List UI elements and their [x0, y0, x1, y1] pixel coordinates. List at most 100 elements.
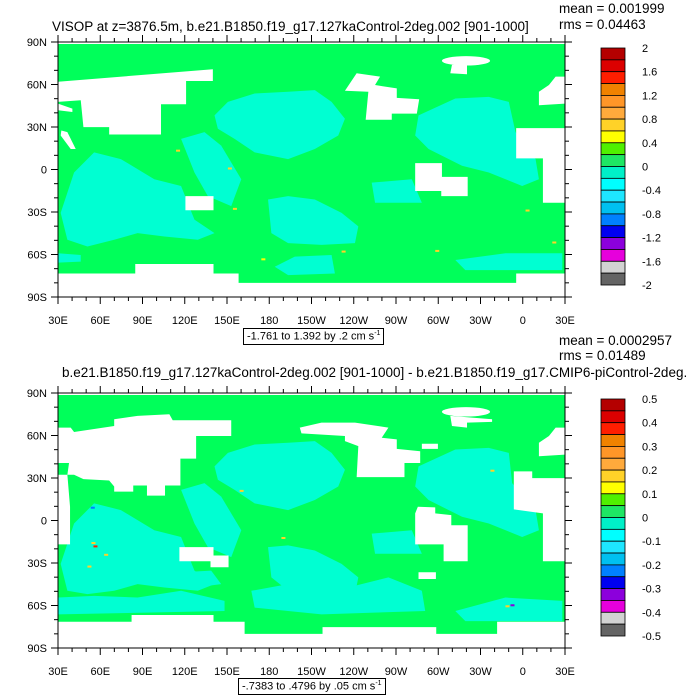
lon-label: 30E	[555, 666, 575, 678]
colorbar-box	[600, 47, 626, 61]
colorbar-label: 0	[642, 162, 648, 174]
colorbar-box	[600, 623, 626, 637]
colorbar-box	[600, 260, 626, 274]
negative-anomaly-region	[415, 96, 539, 186]
lon-label: 30W	[469, 315, 492, 327]
colorbar-label: 0.5	[642, 394, 657, 406]
colorbar-box	[600, 434, 626, 447]
colorbar-box	[600, 469, 626, 483]
lon-label: 60E	[90, 666, 110, 678]
land-mask	[58, 42, 565, 45]
negative-anomaly-region	[60, 152, 215, 247]
colorbar-box	[600, 177, 626, 191]
lat-label: 60N	[27, 80, 47, 92]
colorbar-box	[600, 130, 626, 144]
lat-label: 60S	[27, 601, 47, 613]
colorbar-box	[600, 505, 626, 518]
lon-label: 0	[520, 315, 526, 327]
lat-label: 90S	[27, 292, 47, 304]
colorbar-box	[600, 59, 626, 73]
land-mask	[513, 471, 565, 562]
colorbar-box	[600, 446, 626, 459]
lon-label: 30E	[555, 315, 575, 327]
colorbar-label: -0.2	[642, 560, 661, 572]
land-mask	[179, 547, 229, 568]
colorbar-box	[600, 528, 626, 542]
land-mask	[415, 163, 468, 197]
colorbar-label: 0.8	[642, 114, 657, 126]
negative-anomaly-region	[181, 483, 242, 558]
colorbar-box	[600, 118, 626, 132]
colorbar-box	[600, 237, 626, 250]
land-mask	[58, 393, 565, 396]
map-field	[58, 393, 565, 648]
rms-value: rms = 0.01489	[559, 348, 646, 363]
colorbar-label: -0.3	[642, 584, 661, 596]
colorbar-box	[600, 588, 626, 601]
lon-label: 0	[520, 666, 526, 678]
lon-label: 90W	[385, 315, 408, 327]
colorbar-label: -1.2	[642, 233, 661, 245]
colorbar-label: 2	[642, 43, 648, 55]
lon-label: 120W	[339, 315, 368, 327]
negative-anomaly-region	[58, 590, 225, 615]
colorbar-box	[600, 225, 626, 239]
colorbar-label: -2	[642, 280, 652, 292]
colorbar-label: -0.4	[642, 607, 661, 619]
negative-anomaly-region	[58, 253, 81, 263]
lon-label: 120E	[172, 666, 198, 678]
lon-label: 150W	[297, 666, 326, 678]
lon-label: 90W	[385, 666, 408, 678]
lon-label: 60W	[427, 315, 450, 327]
land-mask	[415, 506, 468, 562]
lat-label: 0	[41, 516, 47, 528]
lon-label: 120E	[172, 315, 198, 327]
unit-exponent: -1	[374, 330, 381, 337]
colorbar-box	[600, 213, 626, 227]
lon-label: 180	[260, 666, 278, 678]
colorbar-label: 0.2	[642, 465, 657, 477]
colorbar-box	[600, 457, 626, 471]
colorbar-box	[600, 398, 626, 412]
anomaly-cell	[91, 542, 96, 545]
colorbar-box	[600, 517, 626, 530]
anomaly-cell	[87, 565, 92, 568]
colorbar-box	[600, 410, 626, 424]
colorbar-label: 0.3	[642, 441, 657, 453]
colorbar-label: -0.5	[642, 631, 661, 643]
anomaly-cell	[261, 258, 266, 261]
lon-label: 60E	[90, 315, 110, 327]
lon-label: 90E	[133, 666, 153, 678]
negative-anomaly-region	[268, 545, 359, 596]
summary-text: -1.761 to 1.392 by .2 cm s	[247, 330, 375, 343]
colorbar-box	[600, 552, 626, 566]
negative-anomaly-region	[214, 441, 345, 511]
anomaly-cell	[435, 249, 440, 252]
lon-label: 30E	[48, 666, 68, 678]
land-mask	[450, 415, 493, 428]
colorbar-label: 0.4	[642, 138, 657, 150]
anomaly-cell	[239, 489, 244, 492]
anomaly-cell	[281, 536, 286, 540]
land-mask	[185, 196, 214, 211]
colorbar-box	[600, 189, 626, 203]
colorbar-label: 0	[642, 513, 648, 525]
summary-text: -.7383 to .4796 by .05 cm s	[242, 680, 376, 693]
mean-value: mean = 0.0002957	[559, 333, 672, 348]
colorbar-box	[600, 481, 626, 495]
colorbar-box	[600, 71, 626, 84]
lon-label: 30W	[469, 666, 492, 678]
land-mask	[58, 414, 232, 496]
plot-title: b.e21.B1850.f19_g17.127kaControl-2deg.00…	[62, 365, 688, 380]
lon-label: 180	[260, 315, 278, 327]
lon-label: 90E	[133, 315, 153, 327]
land-mask	[344, 73, 420, 120]
negative-anomaly-region	[371, 179, 422, 203]
plot-title: VISOP at z=3876.5m, b.e21.B1850.f19_g17.…	[52, 19, 529, 34]
anomaly-cell	[510, 604, 515, 607]
lat-label: 30N	[27, 473, 47, 485]
negative-anomaly-region	[371, 530, 422, 554]
negative-anomaly-region	[268, 196, 359, 245]
